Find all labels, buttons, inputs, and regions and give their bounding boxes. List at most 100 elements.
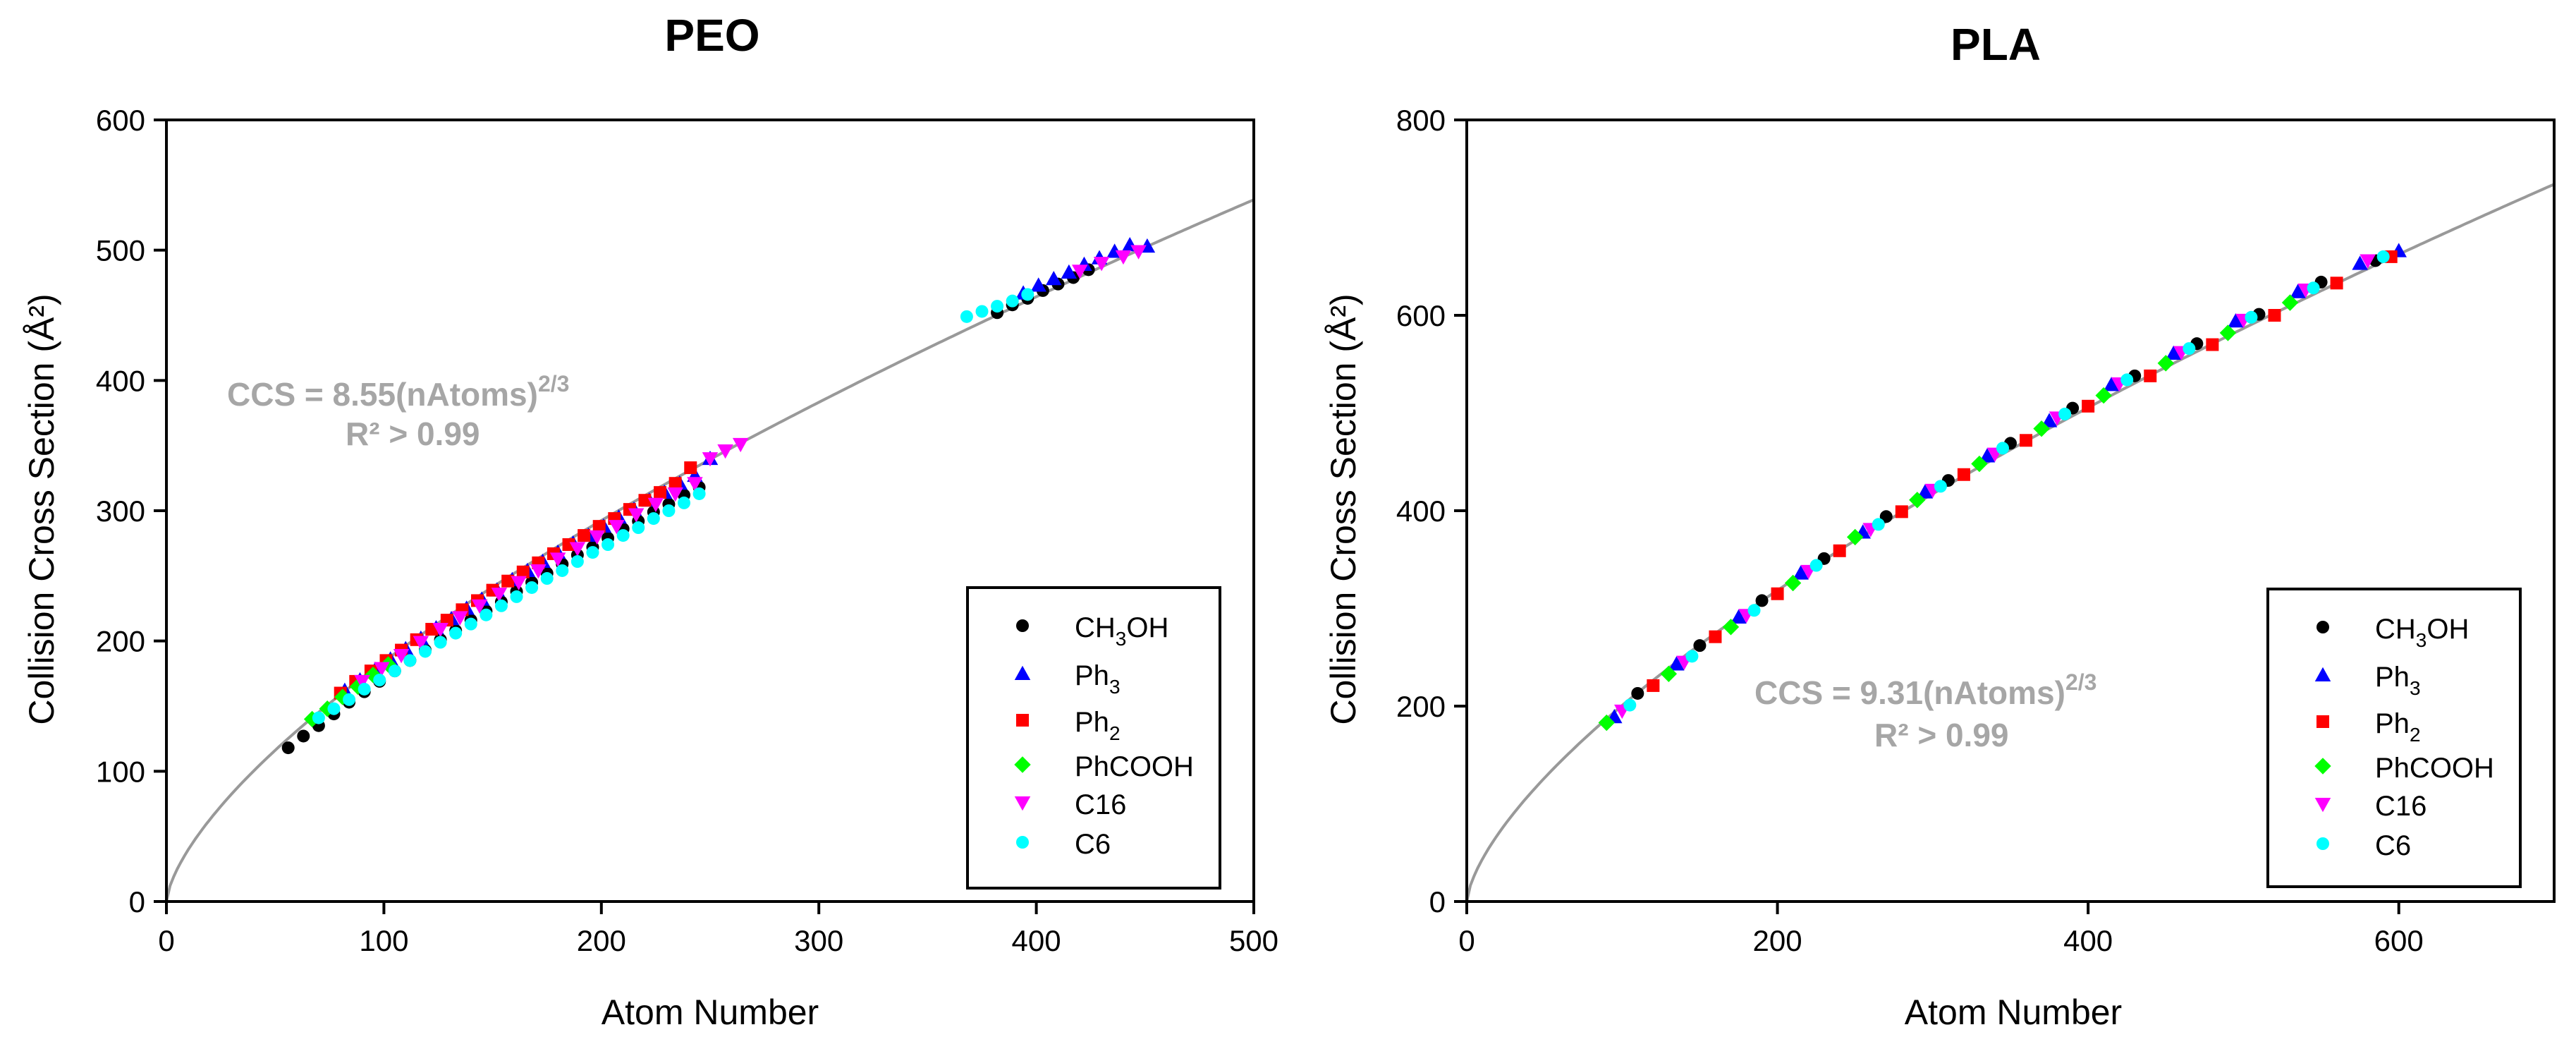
pla-title: PLA	[1951, 19, 2041, 70]
pla-point-c6	[2120, 373, 2134, 387]
pla-point-c6	[2183, 342, 2196, 356]
pla-legend-label-ch3oh: CH3OH	[2375, 614, 2469, 651]
pla-y-tick-label: 200	[1396, 690, 1446, 723]
peo-point-c16	[491, 588, 508, 602]
peo-point-c6	[449, 626, 463, 640]
pla-point-ph2	[1709, 630, 1722, 643]
pla-point-ph3	[2103, 377, 2120, 392]
pla-y-tick-label: 800	[1396, 104, 1446, 137]
peo-point-c16	[589, 530, 605, 545]
pla-point-c6	[1623, 698, 1637, 712]
peo-point-c16	[569, 542, 586, 557]
pla-legend-label-ph3: Ph3	[2375, 662, 2421, 699]
pla-x-axis-label: Atom Number	[1905, 993, 2122, 1032]
pla-point-ph2	[1771, 587, 1784, 600]
peo-point-c16	[647, 497, 664, 513]
pla-legend-marker-c16	[2314, 798, 2331, 813]
peo-legend-label-c6: C6	[1075, 829, 1111, 860]
pla-chart: PLA 0 200 400 600 0 200 400 600 800 Atom Number…	[1324, 19, 2556, 1032]
peo-x-tick-label: 200	[577, 924, 626, 957]
peo-point-c6	[602, 538, 615, 552]
peo-annotation-equation: CCS = 8.55(nAtoms)	[227, 376, 538, 413]
pla-point-c6	[1934, 480, 1947, 493]
peo-point-c16	[717, 444, 733, 459]
peo-point-c16	[413, 636, 429, 650]
pla-point-ph2	[2330, 277, 2343, 290]
pla-legend-label-phcooh: PhCOOH	[2375, 753, 2494, 784]
pla-point-ph2	[2020, 434, 2033, 447]
peo-legend-marker-ph2	[1016, 714, 1029, 727]
peo-point-ph2	[638, 494, 652, 507]
peo-point-c6	[647, 512, 660, 526]
peo-point-c6	[1006, 294, 1019, 308]
pla-point-ph3	[1730, 609, 1747, 624]
peo-point-ph2	[578, 529, 591, 542]
peo-point-ph2	[684, 461, 697, 475]
pla-point-phcooh	[2281, 294, 2299, 311]
pla-point-ph2	[2206, 338, 2219, 351]
peo-y-tick-label: 500	[96, 234, 145, 267]
peo-point-c6	[570, 555, 584, 569]
pla-point-ph2	[2268, 309, 2281, 322]
svg-text:CCS = 8.55(nAtoms)2/3: CCS = 8.55(nAtoms)2/3	[227, 371, 569, 413]
pla-markers	[1598, 243, 2407, 732]
peo-point-c16	[609, 520, 625, 535]
peo-legend-marker-c16	[1014, 796, 1031, 811]
peo-annotation-exponent: 2/3	[538, 371, 569, 396]
pla-point-ph2	[1957, 468, 1970, 481]
peo-point-c6	[494, 599, 508, 612]
pla-point-c6	[2245, 310, 2258, 324]
pla-point-phcooh	[1847, 528, 1864, 546]
peo-point-phcooh	[365, 666, 381, 684]
peo-legend-label-phcooh: PhCOOH	[1075, 751, 1194, 782]
peo-y-tick-label: 600	[96, 104, 145, 137]
peo-point-c16	[471, 599, 488, 614]
pla-point-phcooh	[1598, 714, 1615, 732]
peo-point-phcooh	[349, 678, 367, 695]
peo-y-tick-label: 400	[96, 364, 145, 397]
peo-legend-marker-c6	[1016, 836, 1029, 849]
pla-annotation-exponent: 2/3	[2065, 669, 2096, 695]
peo-point-ph3	[1061, 264, 1078, 279]
peo-point-c6	[991, 300, 1004, 313]
peo-point-c16	[1130, 245, 1147, 260]
peo-point-c6	[388, 664, 401, 678]
peo-point-ph3	[1046, 271, 1062, 286]
peo-title: PEO	[664, 10, 759, 61]
peo-point-c16	[1093, 257, 1110, 272]
pla-point-ph3	[1668, 656, 1685, 671]
peo-legend: CH3OH Ph3 Ph2 PhCOOH C16 C6	[966, 586, 1221, 890]
peo-chart: PEO 0 100 200 300 400 500 0 100 200 300 400 500 600…	[22, 10, 1278, 1032]
pla-x-tick-label: 600	[2374, 924, 2424, 957]
peo-point-c16	[732, 437, 749, 453]
pla-point-ph3	[2352, 255, 2368, 270]
peo-point-c6	[692, 487, 706, 500]
pla-x-tick-label: 0	[1458, 924, 1475, 957]
peo-point-c16	[702, 452, 719, 467]
pla-point-c6	[1996, 442, 2009, 455]
peo-legend-marker-ph3	[1014, 665, 1031, 680]
pla-legend-marker-ph2	[2316, 715, 2329, 728]
peo-point-c6	[480, 608, 493, 621]
pla-point-ph2	[1895, 505, 1908, 518]
pla-y-axis: 0 200 400 600 800	[1396, 104, 1467, 918]
pla-legend-marker-ch3oh	[2316, 621, 2329, 633]
pla-point-phcooh	[1784, 574, 1802, 592]
peo-annotation-r2: R² > 0.99	[346, 415, 480, 452]
pla-y-tick-label: 0	[1429, 885, 1446, 918]
peo-x-tick-label: 400	[1012, 924, 1061, 957]
peo-point-ch3oh	[281, 741, 295, 755]
peo-legend-marker-phcooh	[1014, 756, 1031, 773]
pla-legend-marker-c6	[2316, 837, 2329, 850]
peo-point-c6	[464, 617, 477, 631]
pla-x-axis: 0 200 400 600	[1458, 902, 2424, 957]
pla-point-ph2	[1833, 544, 1846, 557]
peo-x-tick-label: 500	[1229, 924, 1278, 957]
peo-point-c6	[975, 305, 989, 318]
pla-point-ph3	[1979, 448, 1996, 463]
pla-legend-label-c16: C16	[2375, 791, 2427, 822]
pla-point-phcooh	[1971, 455, 1988, 473]
pla-point-ph3	[2228, 313, 2244, 328]
peo-point-c6	[540, 572, 554, 585]
